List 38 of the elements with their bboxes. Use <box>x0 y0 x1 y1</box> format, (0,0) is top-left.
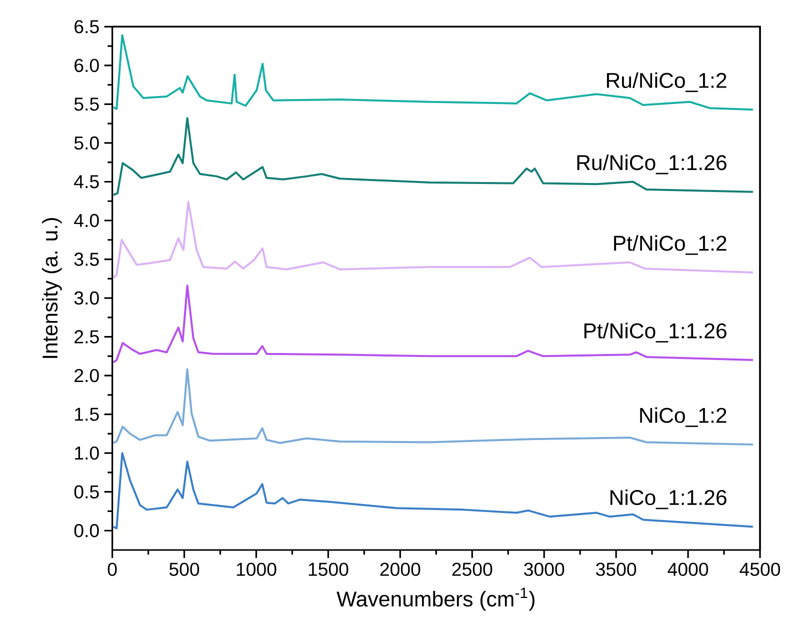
x-tick-label: 2500 <box>452 562 492 576</box>
x-tick-label: 2000 <box>380 562 420 576</box>
x-tick-label: 1500 <box>308 562 348 576</box>
y-tick-label: 5.5 <box>74 98 99 111</box>
y-tick-label: 6.0 <box>74 58 99 72</box>
x-tick-label: 3500 <box>596 562 636 576</box>
x-tick-label: 500 <box>169 562 200 576</box>
x-tick-label: 4000 <box>668 562 708 576</box>
line-series <box>112 452 754 530</box>
y-axis-title: Intensity (a. u.) <box>42 218 62 358</box>
y-tick-label: 3.0 <box>74 291 99 305</box>
series-label: NiCo_1:2 <box>640 407 726 427</box>
x-tick-label: 0 <box>108 562 117 576</box>
y-tick-label: 5.0 <box>74 136 99 150</box>
series-label: Ru/NiCo_1:1.26 <box>577 154 726 174</box>
series-label: Pt/NiCo_1:2 <box>614 235 726 255</box>
line-series <box>112 200 754 279</box>
series-label: NiCo_1:1.26 <box>610 489 726 510</box>
y-tick-label: 2.5 <box>74 330 99 344</box>
line-series <box>112 368 754 446</box>
line-series <box>112 117 754 196</box>
x-tick-label: 4500 <box>740 562 780 576</box>
y-tick-label: 6.5 <box>74 20 99 34</box>
line-series <box>112 284 754 364</box>
x-tick-label: 1000 <box>236 562 276 576</box>
y-tick-label: 4.5 <box>74 175 99 188</box>
y-tick-label: 1.5 <box>75 408 99 421</box>
y-tick-label: 3.5 <box>74 252 99 266</box>
line-series <box>112 34 754 111</box>
x-axis-title: Wavenumbers (cm$^{-1}$) <box>336 588 534 611</box>
y-tick-label: 1.0 <box>75 446 99 460</box>
series-label: Pt/NiCo_1:1.26 <box>584 322 726 342</box>
series-label: Ru/NiCo_1:2 <box>606 72 726 92</box>
y-tick-label: 4.0 <box>74 214 99 228</box>
x-tick-label: 3000 <box>524 562 564 576</box>
y-tick-label: 2.0 <box>74 368 99 382</box>
y-tick-label: 0.0 <box>74 524 99 538</box>
y-tick-label: 0.5 <box>74 485 99 498</box>
